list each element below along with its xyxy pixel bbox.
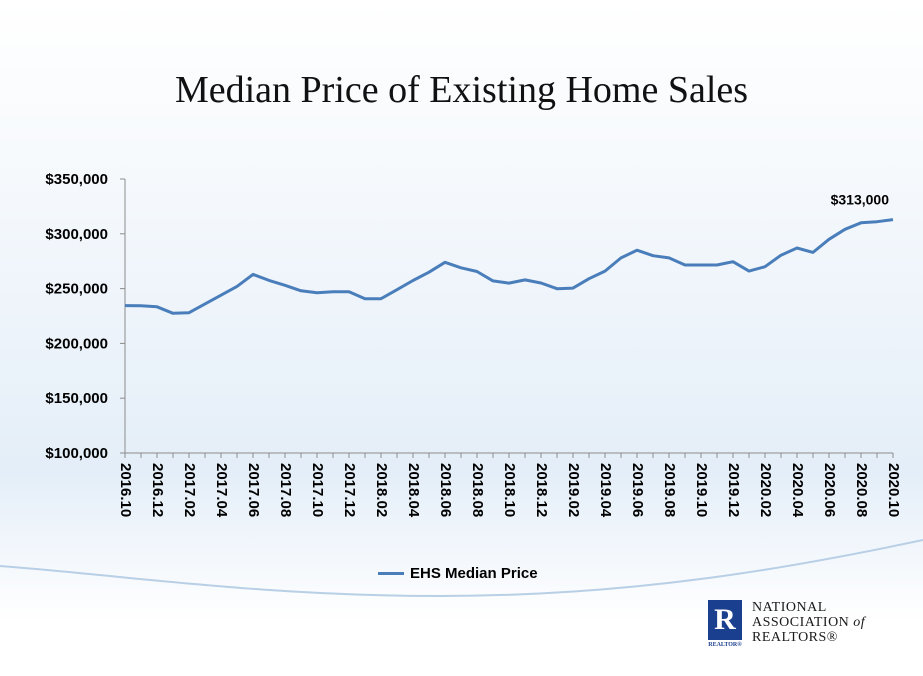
x-tick-label: 2018.10 bbox=[501, 463, 518, 517]
legend-swatch bbox=[378, 572, 404, 575]
x-tick-label: 2020.10 bbox=[885, 463, 902, 517]
logo-mark-letter: R bbox=[714, 603, 736, 636]
x-tick-label: 2018.06 bbox=[437, 463, 454, 517]
x-tick-label: 2019.02 bbox=[565, 463, 582, 517]
y-tick-label: $350,000 bbox=[45, 171, 108, 188]
legend: EHS Median Price bbox=[378, 565, 538, 582]
logo-wordmark: NATIONAL ASSOCIATION of REALTORS® bbox=[752, 600, 865, 645]
y-tick-label: $100,000 bbox=[45, 445, 108, 462]
x-tick-label: 2017.04 bbox=[213, 463, 230, 518]
series-line bbox=[124, 218, 894, 315]
x-tick-label: 2018.08 bbox=[469, 463, 486, 517]
x-tick-label: 2017.02 bbox=[181, 463, 198, 517]
x-tick-label: 2016.10 bbox=[117, 463, 134, 517]
logo-line2: ASSOCIATION of bbox=[752, 615, 865, 630]
last-value-annotation: $313,000 bbox=[831, 192, 890, 208]
bottom-decorative-curve bbox=[0, 539, 923, 598]
x-tick-label: 2018.04 bbox=[405, 463, 422, 518]
x-tick-label: 2019.06 bbox=[629, 463, 646, 517]
x-tick-label: 2017.12 bbox=[341, 463, 358, 517]
y-tick-label: $250,000 bbox=[45, 281, 108, 298]
y-tick-label: $200,000 bbox=[45, 335, 108, 352]
x-tick-label: 2019.08 bbox=[661, 463, 678, 517]
x-tick-label: 2017.08 bbox=[277, 463, 294, 517]
y-axis: $100,000 $150,000 $200,000 $250,000 $300,000… bbox=[45, 171, 126, 462]
x-tick-label: 2018.12 bbox=[533, 463, 550, 517]
realtor-r-logo-mark: R REALTOR® bbox=[708, 600, 742, 648]
x-tick-label: 2017.06 bbox=[245, 463, 262, 517]
y-tick-label: $300,000 bbox=[45, 226, 108, 243]
x-tick-label: 2016.12 bbox=[149, 463, 166, 517]
logo-line2-text: ASSOCIATION bbox=[752, 615, 850, 630]
x-tick-label: 2020.02 bbox=[757, 463, 774, 517]
x-tick-label: 2020.06 bbox=[821, 463, 838, 517]
logo-line1: NATIONAL bbox=[752, 600, 827, 615]
x-tick-label: 2019.12 bbox=[725, 463, 742, 517]
x-tick-label: 2019.04 bbox=[597, 463, 614, 518]
x-tick-label: 2020.08 bbox=[853, 463, 870, 517]
chart-title: Median Price of Existing Home Sales bbox=[174, 69, 749, 111]
x-tick-label: 2020.04 bbox=[789, 463, 806, 518]
x-tick-label: 2018.02 bbox=[373, 463, 390, 517]
x-tick-label: 2019.10 bbox=[693, 463, 710, 517]
y-tick-label: $150,000 bbox=[45, 390, 108, 407]
logo-line3: REALTORS® bbox=[752, 630, 838, 645]
x-axis: 2016.10 2016.12 2017.02 2017.04 2017.06 2017.… bbox=[117, 452, 902, 518]
logo-line2-suffix: of bbox=[853, 615, 866, 630]
x-tick-label: 2017.10 bbox=[309, 463, 326, 517]
logo-mark-sub: REALTOR® bbox=[708, 642, 742, 648]
series: $313,000 bbox=[124, 192, 894, 315]
nar-logo: R REALTOR® NATIONAL ASSOCIATION of REALT… bbox=[708, 600, 865, 648]
legend-label: EHS Median Price bbox=[410, 565, 538, 582]
